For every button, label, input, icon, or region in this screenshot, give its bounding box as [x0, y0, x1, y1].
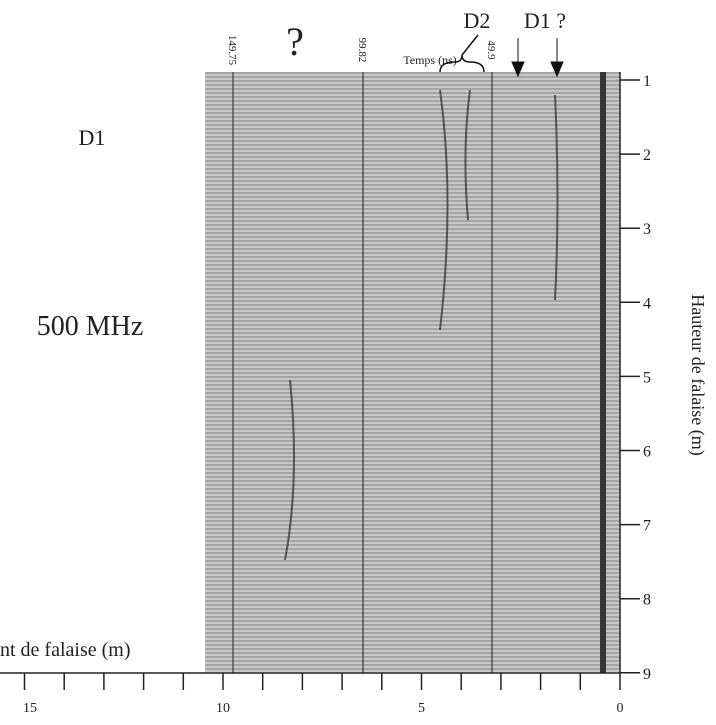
time-line-label: 149.75: [226, 35, 238, 66]
x-tick-label: 5: [418, 701, 425, 716]
x-tick-label: 15: [23, 701, 37, 716]
label-d2: D2: [464, 8, 491, 33]
reflections: [284, 89, 559, 561]
y-tick-label: 6: [643, 444, 651, 461]
y-tick-label: 4: [643, 295, 651, 312]
question-mark: ?: [286, 19, 304, 64]
time-line-label: 49.9: [485, 40, 497, 60]
d2-bracket: [439, 34, 485, 73]
label-d1-q: D1 ?: [524, 8, 566, 33]
y-tick-label: 8: [643, 592, 651, 609]
direct-wave: [600, 72, 606, 673]
y-axis-label: Hauteur de falaise (m): [687, 294, 708, 455]
arrows: [511, 38, 564, 78]
time-axis-label: Temps (ns): [403, 53, 456, 67]
y-tick-label: 9: [643, 666, 651, 683]
y-tick-label: 3: [643, 221, 651, 238]
radargram: [205, 72, 620, 673]
time-line-label: 99.82: [356, 38, 368, 63]
y-tick-label: 7: [643, 518, 651, 535]
x-tick-label: 0: [617, 701, 624, 716]
y-tick-label: 5: [643, 369, 651, 386]
y-tick-label: 2: [643, 147, 651, 164]
x-axis-label: nt de falaise (m): [0, 639, 131, 661]
frequency: 500 MHz: [37, 311, 144, 342]
label-d1: D1: [79, 125, 106, 150]
y-tick-label: 1: [643, 73, 651, 90]
x-tick-label: 10: [216, 701, 230, 716]
